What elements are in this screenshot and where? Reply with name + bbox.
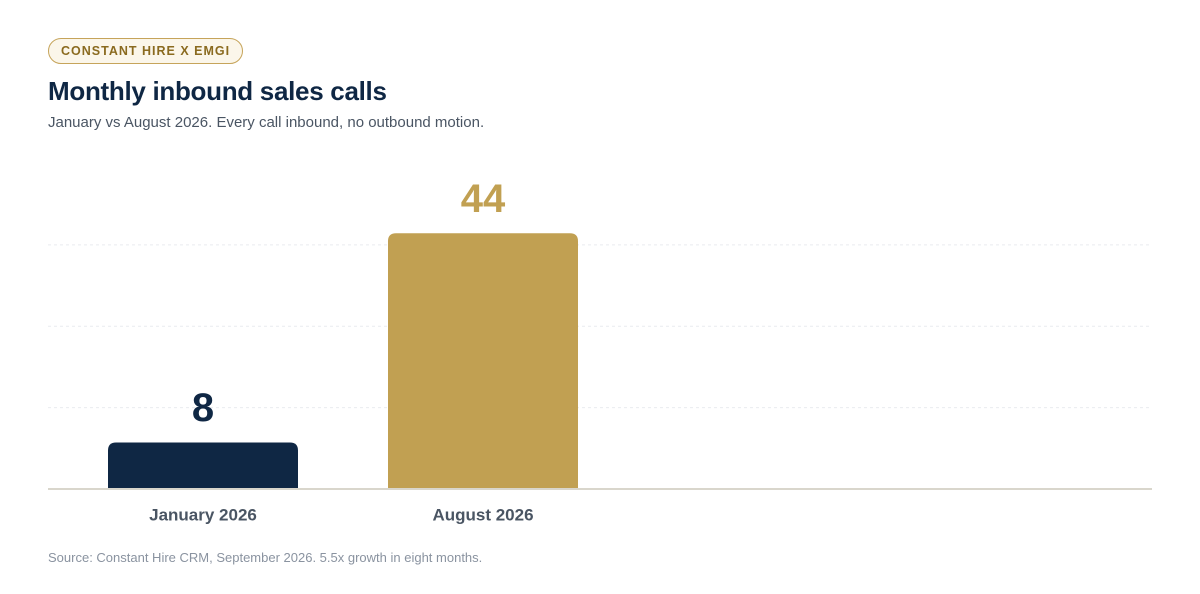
chart-title: Monthly inbound sales calls bbox=[48, 76, 387, 106]
x-tick-label: August 2026 bbox=[432, 505, 533, 524]
source-note: Source: Constant Hire CRM, September 202… bbox=[48, 550, 483, 565]
value-label: 44 bbox=[461, 177, 506, 221]
bar bbox=[388, 233, 578, 489]
x-tick-label: January 2026 bbox=[149, 505, 257, 524]
value-label: 8 bbox=[192, 386, 214, 430]
badge: CONSTANT HIRE X EMGI bbox=[48, 38, 244, 64]
chart-subtitle: January vs August 2026. Every call inbou… bbox=[48, 114, 485, 131]
bar bbox=[108, 442, 298, 489]
